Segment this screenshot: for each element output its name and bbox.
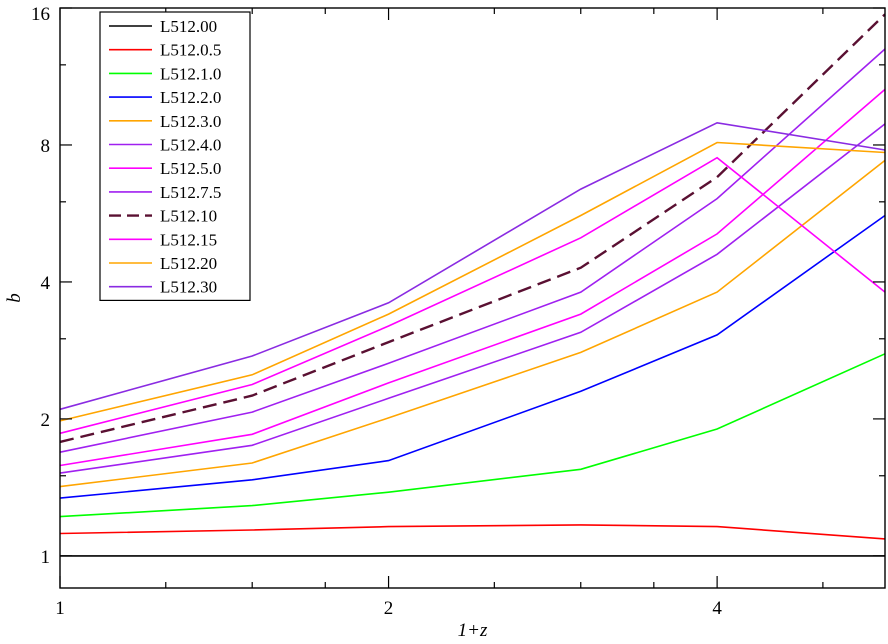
series-line-l512-4-0 <box>59 123 886 474</box>
legend: L512.00 L512.0.5 L512.1.0 L512.2.0 L512.3.0 L… <box>99 11 251 301</box>
legend-label: L512.1.0 <box>160 64 221 83</box>
x-tick-label: 1 <box>55 598 65 619</box>
legend-label: L512.2.0 <box>160 88 221 107</box>
y-tick-label: 8 <box>41 136 51 157</box>
x-tick-label: 2 <box>384 598 394 619</box>
legend-label: L512.20 <box>160 254 217 273</box>
plot-frame <box>59 7 886 589</box>
legend-label: L512.4.0 <box>160 136 221 155</box>
axis-ticks <box>59 7 885 588</box>
y-tick-label: 2 <box>41 410 51 431</box>
y-tick-label: 16 <box>31 4 50 25</box>
series-line-l512-30 <box>59 121 886 411</box>
legend-label: L512.3.0 <box>160 112 221 131</box>
series-lines <box>59 13 886 557</box>
series-line-l512-0-5 <box>59 524 886 540</box>
x-tick-label: 4 <box>712 598 722 619</box>
series-line-l512-7-5 <box>59 48 886 453</box>
legend-label: L512.30 <box>160 278 217 297</box>
legend-label: L512.10 <box>160 207 217 226</box>
legend-box <box>99 11 251 301</box>
y-tick-label: 4 <box>41 273 51 294</box>
tick-labels: 1 2 4 1 2 4 8 16 <box>31 4 722 619</box>
legend-label: L512.7.5 <box>160 183 221 202</box>
series-line-l512-5-0 <box>59 88 886 467</box>
series-line-l512-20 <box>59 141 886 422</box>
legend-label: L512.5.0 <box>160 159 221 178</box>
series-line-l512-1-0 <box>59 353 886 518</box>
y-tick-label: 1 <box>41 547 51 568</box>
series-line-l512-2-0 <box>59 214 886 499</box>
series-line-l512-10 <box>59 13 886 444</box>
y-axis-label: b <box>4 293 25 303</box>
series-line-l512-15 <box>59 156 886 435</box>
legend-label: L512.0.5 <box>160 41 221 60</box>
x-axis-label: 1+z <box>458 620 488 639</box>
legend-label: L512.15 <box>160 230 217 249</box>
legend-label: L512.00 <box>160 17 217 36</box>
series-line-l512-3-0 <box>59 159 886 488</box>
